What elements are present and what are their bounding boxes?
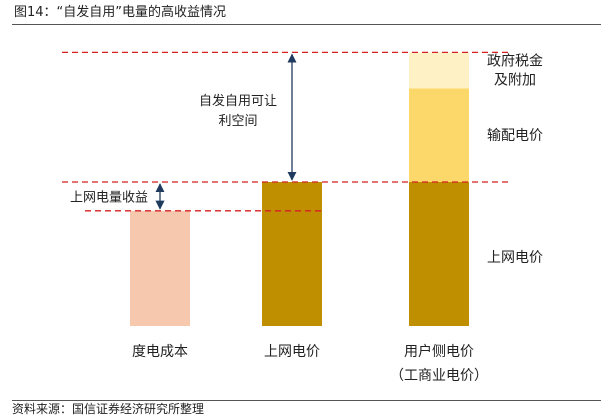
category-label-2: 用户侧电价 (404, 343, 474, 360)
category-sublabel-2: （工商业电价） (390, 368, 488, 384)
source-divider (12, 400, 601, 401)
bar-cost (130, 210, 190, 326)
segment-label-tax-line2: 及附加 (494, 72, 536, 88)
segment-label-tax-line1: 政府税金 (487, 53, 543, 69)
source-note: 资料来源：国信证券经济研究所整理 (12, 402, 205, 416)
bar-segment-grid-price-2 (409, 182, 469, 326)
figure-title: 图14：“自发自用”电量的高收益情况 (14, 5, 227, 20)
category-label-1: 上网电价 (264, 344, 320, 360)
label-self-use-margin-line1: 自发自用可让 (199, 93, 277, 109)
bar-segment-grid-price-1 (262, 182, 322, 326)
bar-segment-tax-2 (409, 52, 469, 89)
label-grid-income: 上网电量收益 (70, 190, 148, 205)
bar-segment-distribution-2 (409, 88, 469, 182)
category-label-0: 度电成本 (132, 344, 188, 360)
title-divider (12, 24, 601, 25)
segment-label-grid-price: 上网电价 (487, 250, 543, 266)
label-self-use-margin-line2: 利空间 (218, 114, 257, 129)
segment-label-distribution: 输配电价 (487, 128, 543, 144)
